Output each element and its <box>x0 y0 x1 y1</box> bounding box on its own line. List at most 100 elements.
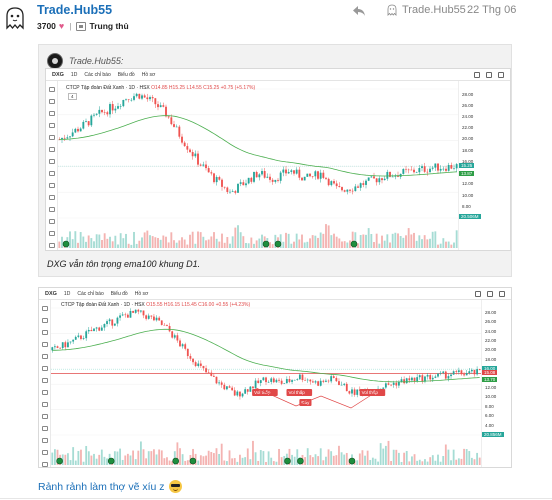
event-marker-icon <box>172 457 179 465</box>
zoom-icon <box>42 414 48 419</box>
candle-body <box>221 179 223 187</box>
quote-author-avatar[interactable] <box>47 53 63 69</box>
price-tag: 15.25 <box>459 163 475 169</box>
author-username-link[interactable]: Trade.Hub55 <box>37 3 113 17</box>
candle-body <box>442 371 445 373</box>
volume-bar <box>69 460 72 465</box>
volume-bar <box>413 232 415 248</box>
event-marker-icon <box>56 457 63 465</box>
ema100-line <box>52 328 480 383</box>
volume-bar <box>69 231 71 248</box>
volume-bar <box>58 241 61 248</box>
candle-body <box>53 346 56 348</box>
candle-body <box>142 310 145 316</box>
candle-body <box>153 316 155 321</box>
ghost-avatar-icon[interactable] <box>4 6 26 30</box>
volume-bar <box>229 243 231 248</box>
reply-arrow-icon[interactable] <box>352 5 366 17</box>
candle-body <box>390 384 393 386</box>
candle-body <box>291 380 293 382</box>
candle-body <box>205 368 207 373</box>
candle-body <box>335 183 338 187</box>
candle-body <box>223 186 226 188</box>
price-axis-label: 20.00 <box>485 347 497 353</box>
candle-body <box>319 172 322 179</box>
chart-screenshot-1[interactable]: DXG 1D Các chỉ báo Biểu đồ Hồ sơ CTCP Tậ… <box>45 68 511 251</box>
volume-bar <box>439 461 442 465</box>
volume-bar <box>258 238 261 248</box>
event-marker-icon <box>189 457 197 465</box>
candle-body <box>166 325 168 327</box>
candle-body <box>378 178 381 183</box>
heart-icon <box>49 171 55 176</box>
candle-body <box>317 171 319 179</box>
price-tag: 20.506M <box>459 214 481 219</box>
candle-body <box>442 168 445 170</box>
candle-body <box>111 319 114 326</box>
volume-bar <box>254 452 257 465</box>
volume-bar <box>127 243 130 248</box>
volume-bar <box>366 450 369 465</box>
candle-body <box>335 377 338 382</box>
volume-bar <box>95 458 98 465</box>
candle-body <box>400 379 403 382</box>
volume-bar <box>61 454 64 465</box>
reply-to-user[interactable]: Trade.Hub55 <box>386 4 466 16</box>
candle-body <box>473 369 476 375</box>
volume-bar <box>117 244 119 248</box>
chart-ticker: DXG <box>45 290 57 297</box>
candle-body <box>285 379 288 384</box>
volume-bar <box>332 455 335 465</box>
volume-bar <box>418 459 421 465</box>
volume-bar <box>387 440 390 465</box>
volume-bar <box>234 227 237 248</box>
volume-bar <box>166 457 168 465</box>
volume-bar <box>125 233 127 248</box>
volume-bar <box>288 448 291 465</box>
drawn-trendline <box>255 387 377 409</box>
candle-body <box>226 187 229 192</box>
candle-body <box>391 176 394 178</box>
candle-body <box>130 99 133 101</box>
volume-bar <box>116 451 119 465</box>
volume-bar <box>301 234 303 248</box>
volume-bar <box>314 235 317 248</box>
candle-body <box>282 169 285 173</box>
candle-body <box>186 348 189 357</box>
chart-screenshot-2[interactable]: DXG 1D Các chỉ báo Biểu đồ Hồ sơ Vol thấ… <box>38 287 512 468</box>
volume-bar <box>424 459 426 465</box>
volume-bar <box>119 233 122 248</box>
candle-body <box>407 169 410 171</box>
candle-body <box>87 329 90 332</box>
volume-bar <box>429 457 432 465</box>
candle-body <box>263 171 266 178</box>
volume-bar <box>100 449 103 465</box>
price-axis-label: 12.00 <box>485 384 497 390</box>
candle-body <box>194 153 197 157</box>
candle-body <box>149 97 151 100</box>
price-axis-label: 22.00 <box>485 337 497 343</box>
candle-body <box>191 152 194 157</box>
volume-bar <box>465 449 468 465</box>
toolbar-right-icons <box>474 72 504 78</box>
volume-bar <box>162 235 165 248</box>
volume-bar <box>106 238 109 248</box>
volume-bar <box>287 233 290 248</box>
price-axis-label: 24.00 <box>485 328 497 334</box>
volume-bar <box>394 232 397 248</box>
candle-body <box>274 179 277 182</box>
volume-bar <box>468 451 471 465</box>
volume-bar <box>72 447 75 465</box>
volume-bar <box>233 458 236 465</box>
candle-body <box>74 128 77 133</box>
candle-body <box>72 339 75 342</box>
chart-toolbar: DXG 1D Các chỉ báo Biểu đồ Hồ sơ <box>39 288 511 300</box>
candle-body <box>375 178 378 183</box>
volume-bar <box>415 240 418 248</box>
volume-bar <box>476 452 479 465</box>
candle-body <box>373 176 375 179</box>
volume-bar <box>375 233 378 248</box>
post-date[interactable]: 22 Thg 06 <box>467 4 517 16</box>
candle-body <box>69 341 72 343</box>
candle-body <box>301 177 303 181</box>
